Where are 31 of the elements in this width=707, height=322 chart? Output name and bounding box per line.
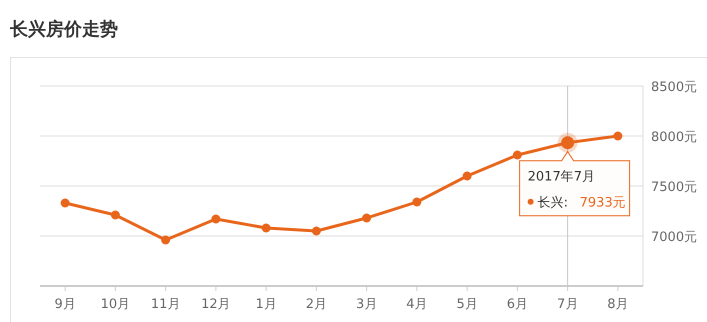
x-tick-label: 9月 (54, 297, 76, 312)
x-tick-label: 11月 (150, 297, 180, 312)
x-tick-label: 6月 (506, 297, 528, 312)
annotation: 2017年7月 (528, 170, 595, 185)
y-tick-label: 8000元 (651, 130, 698, 145)
point (412, 198, 422, 206)
x-tick-label: 8月 (607, 297, 629, 312)
x-tick-label: 2月 (306, 297, 328, 312)
y-tick-label: 7000元 (651, 230, 698, 245)
x-tick-label: 3月 (356, 297, 378, 312)
point (613, 132, 622, 140)
point (362, 214, 372, 222)
point (161, 236, 170, 244)
x-tick-label: 12月 (201, 297, 231, 312)
point (462, 172, 472, 180)
x-tick-label: 7月 (556, 297, 578, 312)
x-tick-label: 10月 (100, 297, 130, 312)
point (262, 224, 271, 232)
y-tick-label: 8500元 (651, 80, 698, 95)
y-tick-label: 7500元 (651, 180, 698, 195)
x-tick-label: 5月 (456, 297, 478, 312)
point (211, 214, 220, 224)
point (312, 226, 321, 236)
x-tick-label: 4月 (406, 297, 428, 312)
point (512, 150, 522, 160)
point (110, 210, 120, 220)
annotation: 长兴: (538, 196, 568, 211)
annotation: 7933元 (580, 196, 626, 211)
point (60, 198, 70, 208)
x-tick-label: 1月 (255, 297, 277, 312)
chart-title: 长兴房价走势 (9, 19, 118, 40)
